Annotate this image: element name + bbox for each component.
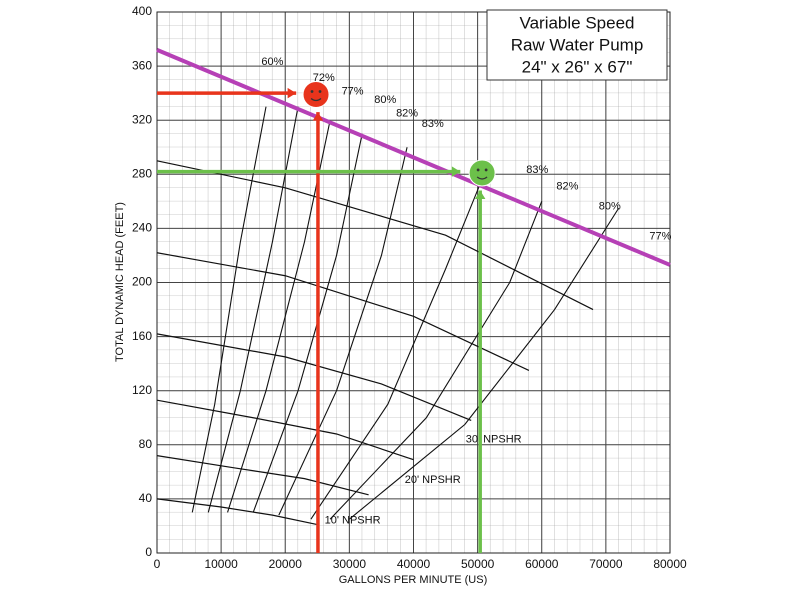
chart-title: Variable Speed xyxy=(520,13,635,32)
annotation: 82% xyxy=(556,180,578,192)
head-curve xyxy=(156,252,530,371)
x-tick-label: 10000 xyxy=(204,557,238,571)
arrow-head xyxy=(474,190,486,200)
x-tick-label: 50000 xyxy=(461,557,495,571)
efficiency-curve xyxy=(191,106,267,513)
x-tick-label: 30000 xyxy=(333,557,367,571)
x-tick-label: 80000 xyxy=(653,557,687,571)
y-axis-label: TOTAL DYNAMIC HEAD (FEET) xyxy=(114,202,126,362)
x-tick-label: 40000 xyxy=(397,557,431,571)
title-box xyxy=(486,9,668,81)
annotation: 77% xyxy=(342,86,364,98)
efficiency-curve xyxy=(349,207,620,520)
y-tick-label: 320 xyxy=(132,112,152,126)
marker-eye xyxy=(484,168,488,172)
arrow-head xyxy=(451,166,461,177)
y-tick-label: 360 xyxy=(132,58,152,72)
arrow-head xyxy=(287,87,297,99)
marker-eye xyxy=(310,90,314,93)
annotation: 60% xyxy=(261,56,283,68)
annotation: 82% xyxy=(396,107,418,119)
annotation: 80% xyxy=(374,94,396,106)
annotation: 77% xyxy=(649,230,671,242)
head-curve xyxy=(156,399,414,461)
efficiency-curve xyxy=(278,147,408,516)
head-curve xyxy=(156,455,369,496)
x-tick-label: 60000 xyxy=(525,557,559,571)
system-curve xyxy=(156,48,671,267)
annotation: 72% xyxy=(313,72,335,84)
marker-mouth xyxy=(310,98,322,102)
marker-eye xyxy=(318,90,322,93)
y-tick-label: 160 xyxy=(132,329,152,343)
y-tick-label: 0 xyxy=(145,545,152,559)
plot-frame xyxy=(156,11,671,554)
x-tick-label: 20000 xyxy=(269,557,303,571)
annotation: 20' NPSHR xyxy=(405,474,461,486)
head-curve xyxy=(156,160,594,311)
head-curve xyxy=(156,498,318,526)
efficiency-curve xyxy=(329,201,543,520)
marker-mouth xyxy=(476,176,488,180)
arrow-head xyxy=(312,112,324,121)
annotation: 80% xyxy=(599,201,621,213)
efficiency-curve xyxy=(310,174,485,520)
y-tick-label: 40 xyxy=(139,491,153,505)
y-tick-label: 200 xyxy=(132,275,152,289)
y-tick-label: 240 xyxy=(132,221,152,235)
marker xyxy=(302,81,330,109)
x-tick-label: 0 xyxy=(154,557,161,571)
y-tick-label: 280 xyxy=(132,166,152,180)
y-tick-label: 120 xyxy=(132,383,152,397)
x-tick-label: 70000 xyxy=(589,557,623,571)
y-tick-label: 400 xyxy=(132,4,152,18)
annotation: 10' NPSHR xyxy=(325,514,381,526)
annotation: 83% xyxy=(422,118,444,130)
y-tick-label: 80 xyxy=(139,437,153,451)
marker-eye xyxy=(476,168,480,172)
efficiency-curve xyxy=(207,106,299,513)
chart-title: Raw Water Pump xyxy=(511,35,644,54)
x-axis-label: GALLONS PER MINUTE (US) xyxy=(339,574,488,586)
annotation: 30' NPSHR xyxy=(466,433,522,445)
marker xyxy=(468,159,496,187)
annotation: 83% xyxy=(526,164,548,176)
chart-title: 24" x 26" x 67" xyxy=(522,57,633,76)
head-curve xyxy=(156,333,472,422)
